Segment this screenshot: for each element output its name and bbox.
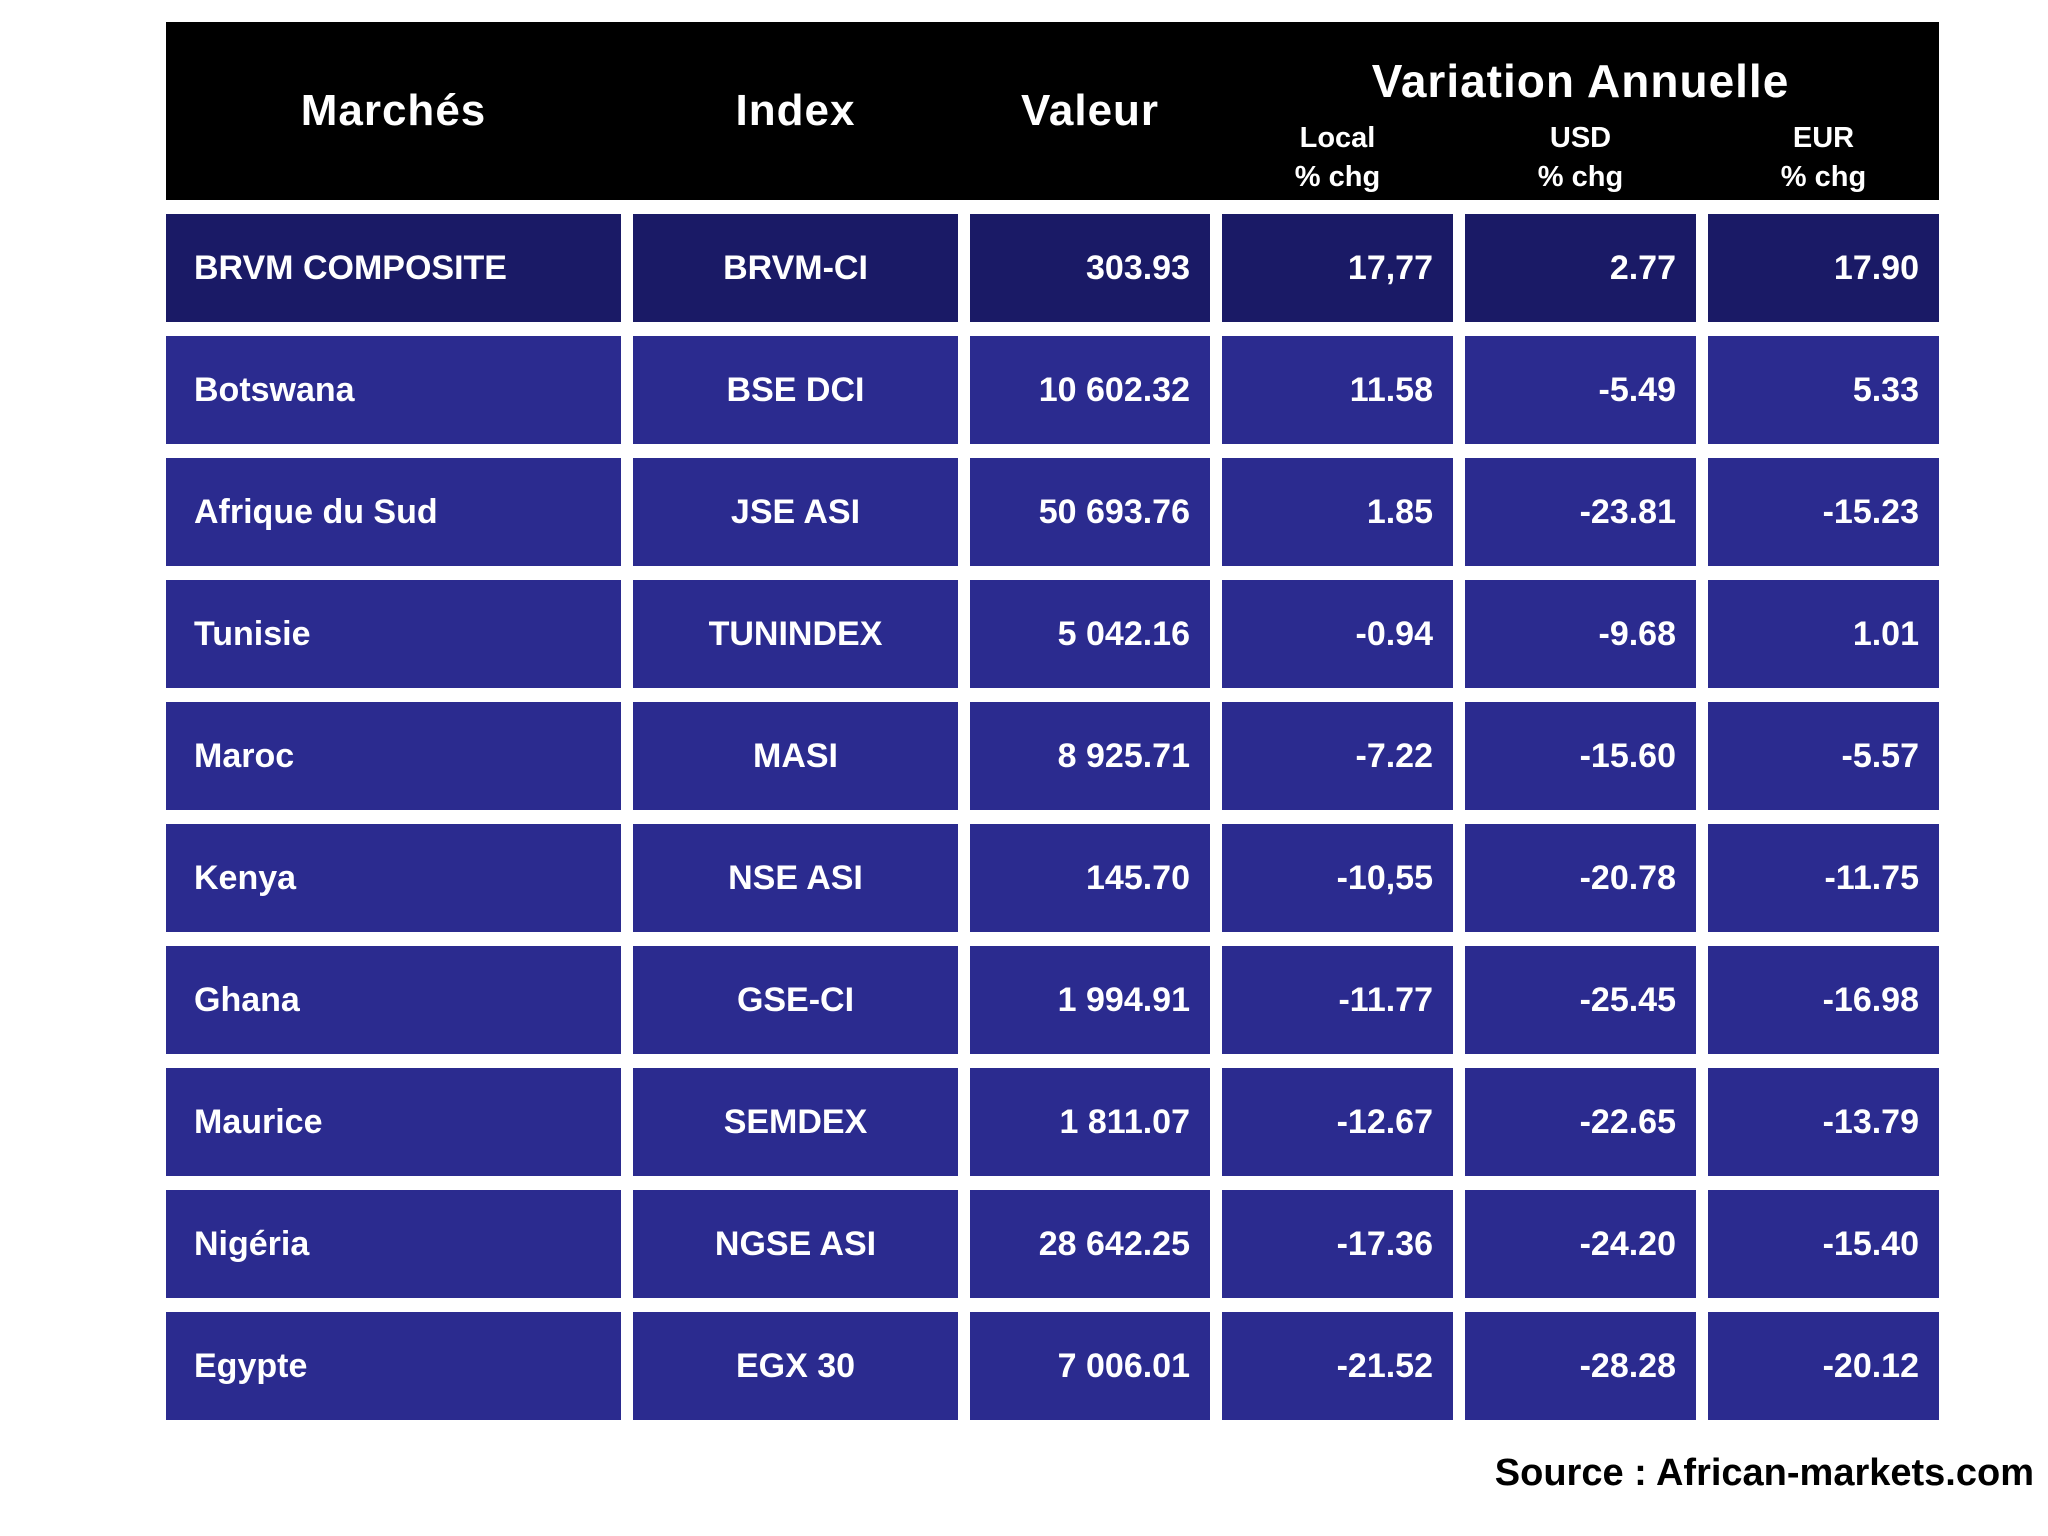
col-header-local: Local xyxy=(1299,121,1376,154)
market-name-cell: Afrique du Sud xyxy=(166,458,621,566)
market-name-cell: BRVM COMPOSITE xyxy=(166,214,621,322)
index-cell: JSE ASI xyxy=(633,458,958,566)
index-cell: BSE DCI xyxy=(633,336,958,444)
col-header-usd-pct-chg: USD % chg xyxy=(1465,110,1696,200)
market-name-cell: Tunisie xyxy=(166,580,621,688)
index-cell: GSE-CI xyxy=(633,946,958,1054)
usd-chg-cell: -24.20 xyxy=(1465,1190,1696,1298)
index-cell: MASI xyxy=(633,702,958,810)
market-name-cell: Maurice xyxy=(166,1068,621,1176)
eur-chg-cell: 5.33 xyxy=(1708,336,1939,444)
local-chg-cell: -12.67 xyxy=(1222,1068,1453,1176)
eur-chg-cell: -15.23 xyxy=(1708,458,1939,566)
pct-chg-label: % chg xyxy=(1294,161,1381,193)
col-header-marches: Marchés xyxy=(300,86,487,135)
index-cell: EGX 30 xyxy=(633,1312,958,1420)
market-name-cell: Maroc xyxy=(166,702,621,810)
eur-chg-cell: -20.12 xyxy=(1708,1312,1939,1420)
local-chg-cell: -7.22 xyxy=(1222,702,1453,810)
eur-chg-cell: -5.57 xyxy=(1708,702,1939,810)
pct-chg-label: % chg xyxy=(1537,161,1624,193)
value-cell: 50 693.76 xyxy=(970,458,1210,566)
value-cell: 5 042.16 xyxy=(970,580,1210,688)
local-chg-cell: -10,55 xyxy=(1222,824,1453,932)
market-name-cell: Nigéria xyxy=(166,1190,621,1298)
col-header-usd: USD xyxy=(1549,121,1612,154)
value-cell: 7 006.01 xyxy=(970,1312,1210,1420)
index-cell: BRVM-CI xyxy=(633,214,958,322)
value-cell: 145.70 xyxy=(970,824,1210,932)
col-header-eur: EUR xyxy=(1792,121,1855,154)
eur-chg-cell: -15.40 xyxy=(1708,1190,1939,1298)
local-chg-cell: -21.52 xyxy=(1222,1312,1453,1420)
value-cell: 303.93 xyxy=(970,214,1210,322)
usd-chg-cell: -9.68 xyxy=(1465,580,1696,688)
eur-chg-cell: 1.01 xyxy=(1708,580,1939,688)
col-header-eur-pct-chg: EUR % chg xyxy=(1708,110,1939,200)
market-name-cell: Egypte xyxy=(166,1312,621,1420)
local-chg-cell: -11.77 xyxy=(1222,946,1453,1054)
value-cell: 1 811.07 xyxy=(970,1068,1210,1176)
index-cell: SEMDEX xyxy=(633,1068,958,1176)
col-group-header-variation-annuelle: Variation Annuelle xyxy=(1371,55,1790,107)
usd-chg-cell: -28.28 xyxy=(1465,1312,1696,1420)
value-cell: 8 925.71 xyxy=(970,702,1210,810)
usd-chg-cell: -5.49 xyxy=(1465,336,1696,444)
local-chg-cell: 1.85 xyxy=(1222,458,1453,566)
source-credit: Source : African-markets.com xyxy=(1494,1452,2034,1494)
market-name-cell: Ghana xyxy=(166,946,621,1054)
table-header: Marchés Index Valeur Variation Annuelle … xyxy=(166,22,1939,200)
index-cell: NGSE ASI xyxy=(633,1190,958,1298)
local-chg-cell: 11.58 xyxy=(1222,336,1453,444)
index-cell: TUNINDEX xyxy=(633,580,958,688)
value-cell: 10 602.32 xyxy=(970,336,1210,444)
usd-chg-cell: -15.60 xyxy=(1465,702,1696,810)
eur-chg-cell: -16.98 xyxy=(1708,946,1939,1054)
usd-chg-cell: -23.81 xyxy=(1465,458,1696,566)
col-header-index: Index xyxy=(735,86,856,135)
market-name-cell: Kenya xyxy=(166,824,621,932)
local-chg-cell: -17.36 xyxy=(1222,1190,1453,1298)
usd-chg-cell: 2.77 xyxy=(1465,214,1696,322)
col-header-valeur: Valeur xyxy=(1020,86,1160,135)
eur-chg-cell: 17.90 xyxy=(1708,214,1939,322)
value-cell: 1 994.91 xyxy=(970,946,1210,1054)
pct-chg-label: % chg xyxy=(1780,161,1867,193)
usd-chg-cell: -20.78 xyxy=(1465,824,1696,932)
eur-chg-cell: -13.79 xyxy=(1708,1068,1939,1176)
market-table: Marchés Index Valeur Variation Annuelle … xyxy=(166,22,1939,1420)
value-cell: 28 642.25 xyxy=(970,1190,1210,1298)
index-cell: NSE ASI xyxy=(633,824,958,932)
local-chg-cell: 17,77 xyxy=(1222,214,1453,322)
usd-chg-cell: -22.65 xyxy=(1465,1068,1696,1176)
market-name-cell: Botswana xyxy=(166,336,621,444)
col-header-local-pct-chg: Local % chg xyxy=(1222,110,1453,200)
usd-chg-cell: -25.45 xyxy=(1465,946,1696,1054)
local-chg-cell: -0.94 xyxy=(1222,580,1453,688)
table-body: BRVM COMPOSITE BRVM-CI 303.93 17,77 2.77… xyxy=(166,214,1939,1420)
eur-chg-cell: -11.75 xyxy=(1708,824,1939,932)
